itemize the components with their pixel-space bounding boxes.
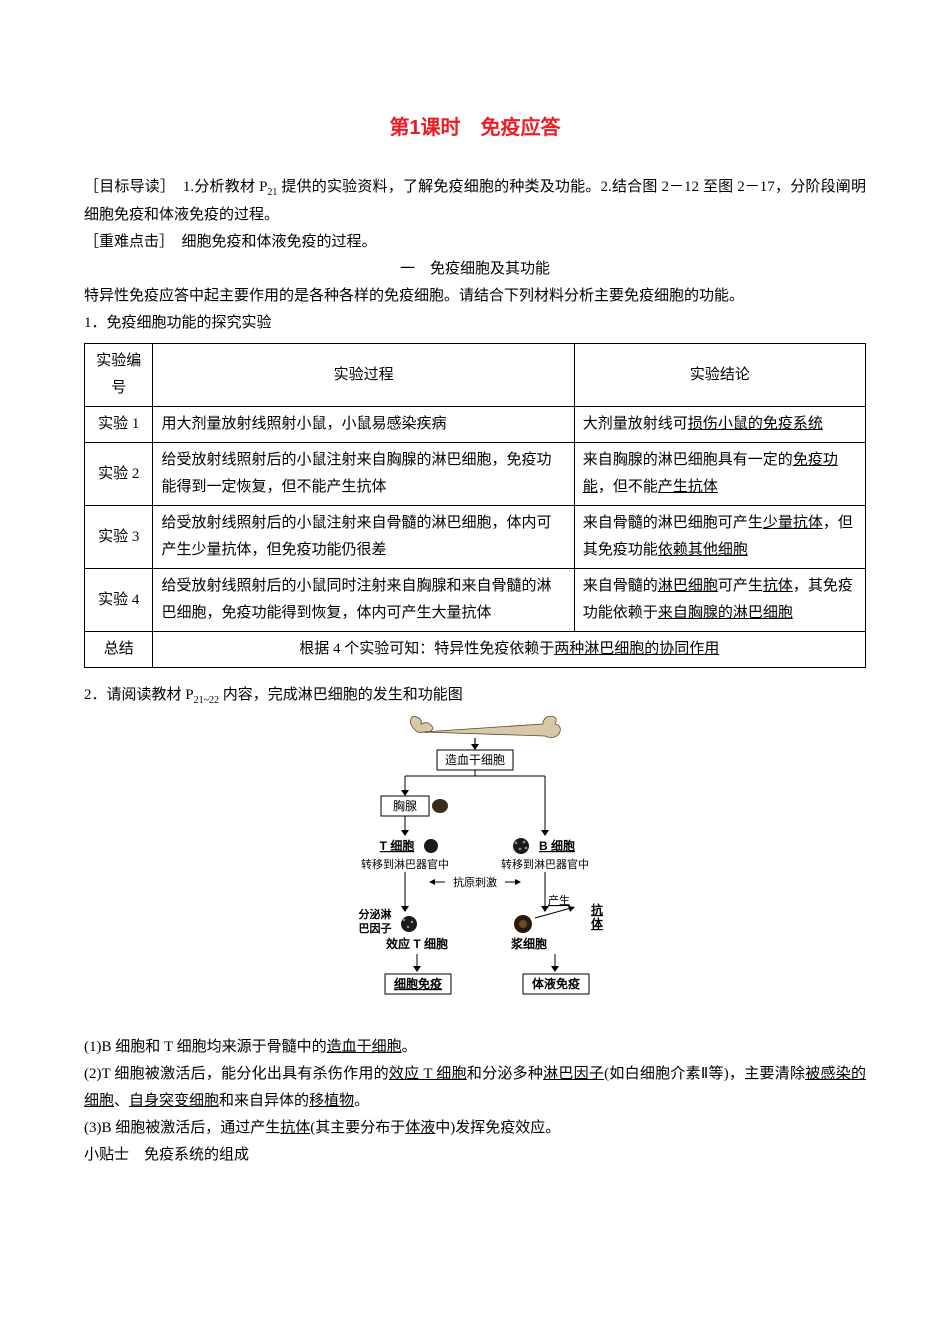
th-concl: 实验结论 [574,344,865,407]
text: 。 [402,1039,417,1055]
cell-id: 实验 1 [85,407,153,443]
cell-summary: 根据 4 个实验可知：特异性免疫依赖于两种淋巴细胞的协同作用 [153,632,866,668]
cell-id: 实验 3 [85,506,153,569]
text: 可产生 [718,578,763,594]
text: 来自骨髓的 [583,578,658,594]
cell-id: 实验 2 [85,443,153,506]
text: 来自胸腺的淋巴细胞具有一定的 [583,452,793,468]
label-t-cell: T 细胞 [380,838,415,853]
table-row: 实验 2 给受放射线照射后的小鼠注射来自胸腺的淋巴细胞，免疫功能得到一定恢复，但… [85,443,866,506]
label-effector-t: 效应 T 细胞 [386,936,448,951]
label-antibody-2: 体 [591,916,604,931]
lymphocyte-diagram: 造血干细胞 胸腺 T 细胞 B 细胞 转移到淋巴器官中 转移到淋巴器官中 [84,716,866,1026]
underlined-text: 依赖其他细胞 [658,542,748,558]
text: 2．请阅读教材 P [84,687,194,703]
cell-concl: 来自骨髓的淋巴细胞可产生少量抗体，但其免疫功能依赖其他细胞 [574,506,865,569]
cell-proc: 给受放射线照射后的小鼠注射来自胸腺的淋巴细胞，免疫功能得到一定恢复，但不能产生抗… [153,443,574,506]
cell-proc: 用大剂量放射线照射小鼠，小鼠易感染疾病 [153,407,574,443]
text: (如白细胞介素Ⅱ等)，主要清除 [604,1066,805,1082]
table-row: 实验 3 给受放射线照射后的小鼠注射来自骨髓的淋巴细胞，体内可产生少量抗体，但免… [85,506,866,569]
th-proc: 实验过程 [153,344,574,407]
point-2: (2)T 细胞被激活后，能分化出具有杀伤作用的效应 T 细胞和分泌多种淋巴因子(… [84,1061,866,1115]
text: 和来自异体的 [219,1093,309,1109]
cell-proc: 给受放射线照射后的小鼠注射来自骨髓的淋巴细胞，体内可产生少量抗体，但免疫功能仍很… [153,506,574,569]
label-antigen: 抗原刺激 [453,875,497,889]
text: ［目标导读］ 1.分析教材 P [84,179,267,195]
experiment-table: 实验编号 实验过程 实验结论 实验 1 用大剂量放射线照射小鼠，小鼠易感染疾病 … [84,343,866,668]
label-plasma-cell: 浆细胞 [510,936,547,951]
underlined-text: 移植物 [309,1093,354,1109]
label-move-right: 转移到淋巴器官中 [501,857,589,871]
underlined-text: 少量抗体 [763,515,823,531]
section-1-heading: 一 免疫细胞及其功能 [84,256,866,283]
lesson-title: 第1课时 免疫应答 [84,110,866,146]
difficulty-paragraph: ［重难点击］ 细胞免疫和体液免疫的过程。 [84,229,866,256]
text: 和分泌多种 [467,1066,543,1082]
cell-concl: 来自骨髓的淋巴细胞可产生抗体，其免疫功能依赖于来自胸腺的淋巴细胞 [574,569,865,632]
page: 第1课时 免疫应答 ［目标导读］ 1.分析教材 P21 提供的实验资料，了解免疫… [0,0,950,1344]
label-b-cell: B 细胞 [539,838,575,853]
label-move-left: 转移到淋巴器官中 [361,857,449,871]
point-1: (1)B 细胞和 T 细胞均来源于骨髓中的造血干细胞。 [84,1034,866,1061]
underlined-text: 淋巴细胞 [658,578,718,594]
table-row: 实验 4 给受放射线照射后的小鼠同时注射来自胸腺和来自骨髓的淋巴细胞，免疫功能得… [85,569,866,632]
label-humoral-immunity: 体液免疫 [532,976,580,991]
objective-paragraph: ［目标导读］ 1.分析教材 P21 提供的实验资料，了解免疫细胞的种类及功能。2… [84,174,866,229]
text: 。 [354,1093,369,1109]
underlined-text: 抗体 [280,1120,310,1136]
text: 内容，完成淋巴细胞的发生和功能图 [219,687,463,703]
underlined-text: 自身突变细胞 [129,1093,219,1109]
text: (3)B 细胞被激活后，通过产生 [84,1120,280,1136]
text: (1)B 细胞和 T 细胞均来源于骨髓中的 [84,1039,327,1055]
text: 、 [114,1093,129,1109]
label-thymus: 胸腺 [393,798,417,813]
text: (2)T 细胞被激活后，能分化出具有杀伤作用的 [84,1066,389,1082]
underlined-text: 造血干细胞 [327,1039,402,1055]
underlined-text: 来自胸腺的淋巴细胞 [658,605,793,621]
subscript: 21 [267,187,277,198]
label-cell-immunity: 细胞免疫 [394,976,442,991]
cell-concl: 来自胸腺的淋巴细胞具有一定的免疫功能，但不能产生抗体 [574,443,865,506]
label-produce: 产生 [548,893,570,907]
text: 大剂量放射线可 [583,416,688,432]
point-3: (3)B 细胞被激活后，通过产生抗体(其主要分布于体液中)发挥免疫效应。 [84,1115,866,1142]
bone-icon [410,716,560,738]
text: 来自骨髓的淋巴细胞可产生 [583,515,763,531]
underlined-text: 效应 T 细胞 [389,1066,467,1082]
label-stem-cell: 造血干细胞 [445,753,505,767]
label-antibody-1: 抗 [591,902,603,917]
subheading-2: 2．请阅读教材 P21~22 内容，完成淋巴细胞的发生和功能图 [84,682,866,710]
text: 中)发挥免疫效应。 [435,1120,560,1136]
subscript: 21~22 [194,695,219,706]
cell-id: 实验 4 [85,569,153,632]
cell-concl: 大剂量放射线可损伤小鼠的免疫系统 [574,407,865,443]
underlined-text: 产生抗体 [658,479,718,495]
section-1-lead: 特异性免疫应答中起主要作用的是各种各样的免疫细胞。请结合下列材料分析主要免疫细胞… [84,283,866,310]
underlined-text: 损伤小鼠的免疫系统 [688,416,823,432]
cell-proc: 给受放射线照射后的小鼠同时注射来自胸腺和来自骨髓的淋巴细胞，免疫功能得到恢复，体… [153,569,574,632]
table-row: 实验 1 用大剂量放射线照射小鼠，小鼠易感染疾病 大剂量放射线可损伤小鼠的免疫系… [85,407,866,443]
label-lymphokine-1: 分泌淋 [359,907,392,921]
cell-summary-label: 总结 [85,632,153,668]
table-header-row: 实验编号 实验过程 实验结论 [85,344,866,407]
label-lymphokine-2: 巴因子 [359,922,392,935]
underlined-text: 体液 [405,1120,435,1136]
text: ，但不能 [598,479,658,495]
text: (其主要分布于 [310,1120,405,1136]
subheading-1: 1．免疫细胞功能的探究实验 [84,310,866,337]
th-id: 实验编号 [85,344,153,407]
table-summary-row: 总结 根据 4 个实验可知：特异性免疫依赖于两种淋巴细胞的协同作用 [85,632,866,668]
underlined-text: 抗体 [763,578,793,594]
text: 根据 4 个实验可知：特异性免疫依赖于 [299,641,554,657]
tip-line: 小贴士 免疫系统的组成 [84,1142,866,1169]
underlined-text: 两种淋巴细胞的协同作用 [554,641,719,657]
underlined-text: 淋巴因子 [543,1066,604,1082]
